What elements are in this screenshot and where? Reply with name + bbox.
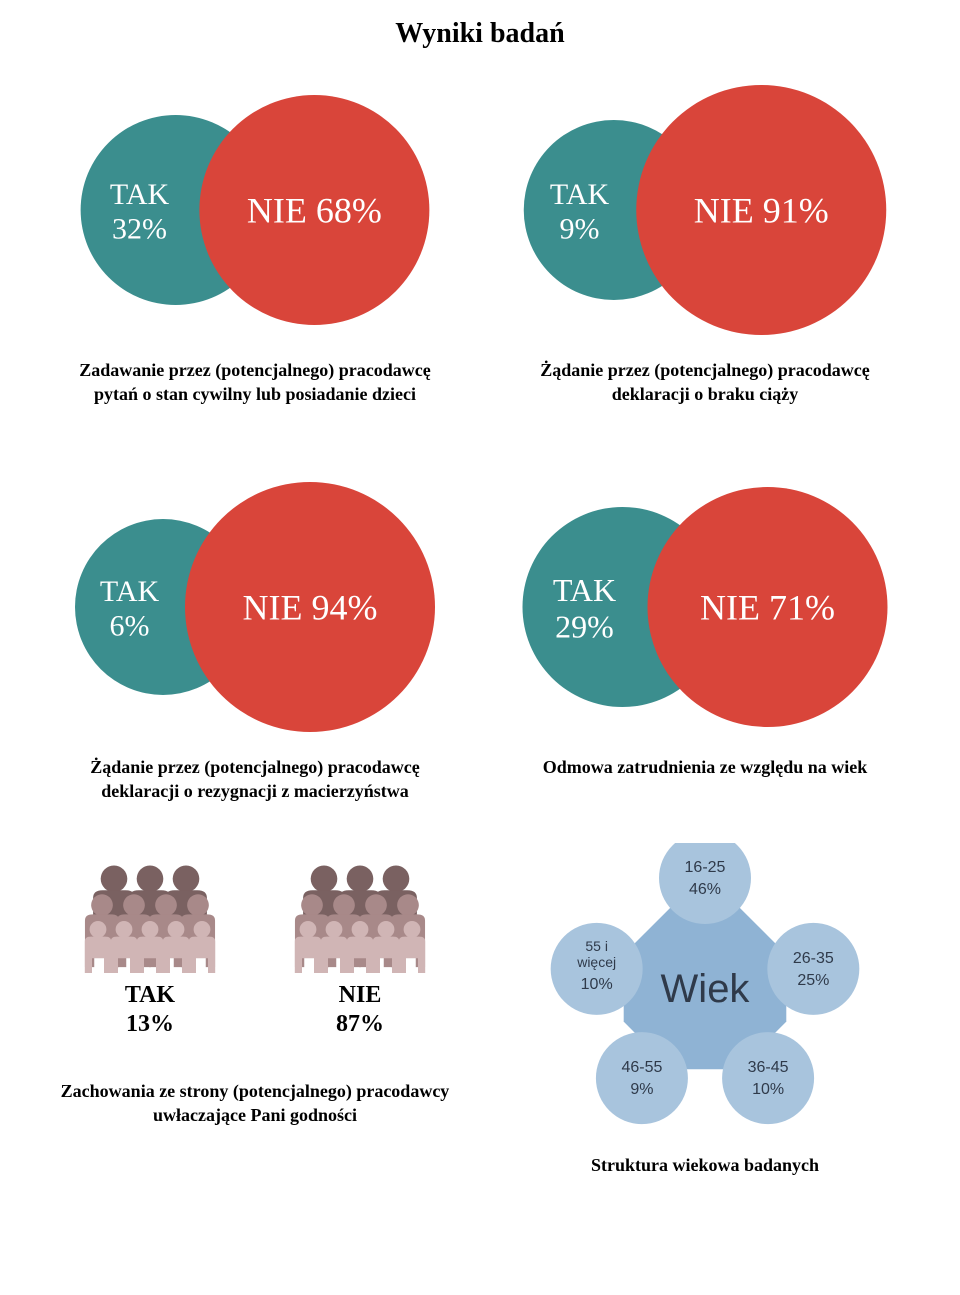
people-block: TAK 13% NIE 87% Zachowania ze strony (po… <box>45 843 465 1127</box>
svg-text:32%: 32% <box>112 213 167 246</box>
venn-chart-2: TAK9% NIE 91% <box>515 80 895 340</box>
venn-2-caption: Żądanie przez (potencjalnego) pracodawcę… <box>515 358 895 407</box>
svg-text:TAK: TAK <box>553 572 616 608</box>
venn-3: TAK6% NIE 94% Żądanie przez (potencjalneg… <box>45 477 465 804</box>
people-group-nie: NIE 87% <box>285 843 435 1039</box>
venn-chart-3: TAK6% NIE 94% <box>65 477 445 737</box>
page-title: Wyniki badań <box>0 0 960 80</box>
venn-chart-4: TAK29% NIE 71% <box>515 477 895 737</box>
people-tak-value: 13% <box>126 1011 174 1037</box>
svg-text:25%: 25% <box>797 972 829 989</box>
svg-text:46-55: 46-55 <box>621 1059 662 1076</box>
bottom-row: TAK 13% NIE 87% Zachowania ze strony (po… <box>0 843 960 1187</box>
venn-1-caption: Zadawanie przez (potencjalnego) pracodaw… <box>65 358 445 407</box>
venn-row-2: TAK6%NIE 94% Żądanie przez (potencjalneg… <box>0 477 960 804</box>
svg-text:9%: 9% <box>630 1081 653 1098</box>
venn-4-caption: Odmowa zatrudnienia ze względu na wiek <box>543 755 868 779</box>
venn-row-1: TAK32%NIE 68% Zadawanie przez (potencjal… <box>0 80 960 407</box>
svg-text:6%: 6% <box>110 609 150 642</box>
svg-text:NIE 71%: NIE 71% <box>700 587 835 627</box>
people-icon-nie <box>285 843 435 973</box>
venn-3-caption: Żądanie przez (potencjalnego) pracodawcę… <box>65 755 445 804</box>
svg-text:10%: 10% <box>752 1081 784 1098</box>
people-caption: Zachowania ze strony (potencjalnego) pra… <box>45 1079 465 1128</box>
people-nie-word: NIE <box>339 982 382 1008</box>
svg-text:TAK: TAK <box>100 575 160 608</box>
svg-text:więcej: więcej <box>576 954 616 970</box>
svg-text:10%: 10% <box>581 976 613 993</box>
venn-1: TAK32% NIE 68% Zadawanie przez (potencjal… <box>45 80 465 407</box>
svg-text:36-45: 36-45 <box>748 1059 789 1076</box>
svg-text:NIE 94%: NIE 94% <box>243 587 378 627</box>
bubble-block: 16-25 46% 26-35 25% 36-45 10% 46-55 9% 55 iwięce… <box>495 843 915 1177</box>
svg-text:TAK: TAK <box>110 178 170 211</box>
people-nie-label: NIE 87% <box>336 981 384 1039</box>
svg-text:Wiek: Wiek <box>661 967 751 1011</box>
svg-text:46%: 46% <box>689 881 721 898</box>
people-tak-label: TAK 13% <box>125 981 175 1039</box>
people-tak-word: TAK <box>125 982 175 1008</box>
bubble-caption: Struktura wiekowa badanych <box>591 1153 819 1177</box>
venn-2: TAK9% NIE 91% Żądanie przez (potencjalneg… <box>495 80 915 407</box>
svg-text:26-35: 26-35 <box>793 950 834 967</box>
people-group-tak: TAK 13% <box>75 843 225 1039</box>
people-icon-tak <box>75 843 225 973</box>
people-nie-value: 87% <box>336 1011 384 1037</box>
svg-text:55 i: 55 i <box>585 938 608 954</box>
bubble-chart: 16-25 46% 26-35 25% 36-45 10% 46-55 9% 55 iwięce… <box>515 843 895 1143</box>
svg-text:16-25: 16-25 <box>685 859 726 876</box>
svg-text:9%: 9% <box>560 213 600 246</box>
svg-text:TAK: TAK <box>550 178 610 211</box>
venn-4: TAK29% NIE 71% Odmowa zatrudnienia ze wzg… <box>495 477 915 779</box>
svg-text:29%: 29% <box>555 608 614 644</box>
venn-chart-1: TAK32% NIE 68% <box>65 80 445 340</box>
svg-text:NIE 68%: NIE 68% <box>247 191 382 231</box>
svg-text:NIE 91%: NIE 91% <box>694 191 829 231</box>
